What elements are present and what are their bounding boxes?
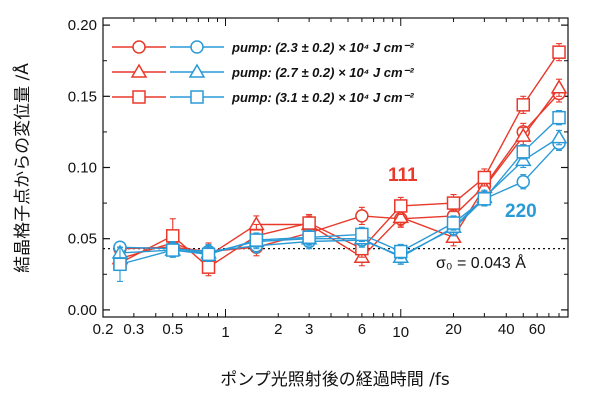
y-tick-label: 0.20	[68, 17, 97, 34]
data-point	[201, 260, 216, 274]
axis-ticks: 0.00 0.05 0.10 0.15 0.20 0.2 0.3 0.5 1 2 3 6 10 20 40 6…	[68, 17, 569, 341]
x-tick-label: 60	[529, 321, 546, 338]
annotation-111: 111	[388, 165, 418, 186]
data-point	[165, 243, 180, 257]
legend-marker-red	[132, 40, 146, 54]
legend-marker-red	[132, 90, 146, 104]
data-point	[355, 227, 369, 242]
x-tick-label: 0.3	[123, 321, 144, 338]
x-tick-label: 10	[392, 324, 409, 341]
data-point	[477, 170, 492, 185]
legend-marker-blue	[190, 90, 204, 104]
x-axis-label: ポンプ光照射後の経過時間 /fs	[220, 370, 450, 390]
annotation-220: 220	[505, 201, 537, 222]
series-line	[119, 137, 560, 258]
reference-line-label: σ₀ = 0.043 Å	[436, 253, 526, 272]
data-point	[201, 247, 216, 262]
data-point	[392, 208, 410, 224]
data-point	[302, 230, 316, 245]
data-point	[355, 209, 369, 223]
legend-marker-blue	[190, 40, 204, 54]
data-point	[446, 196, 461, 210]
series-111-circle	[113, 84, 566, 261]
x-tick-label: 6	[358, 321, 366, 338]
legend-entry: pump: (3.1 ± 0.2) × 10⁴ J cm⁻²	[112, 90, 414, 105]
series-group	[111, 43, 568, 282]
y-tick-label: 0.10	[68, 160, 97, 177]
series-220-square	[113, 109, 566, 282]
legend: pump: (2.3 ± 0.2) × 10⁴ J cm⁻² pump: (2.7…	[112, 40, 414, 105]
data-point	[394, 199, 408, 213]
data-point	[550, 79, 568, 94]
data-point	[516, 98, 531, 112]
data-point	[394, 244, 408, 259]
data-point	[552, 110, 566, 125]
legend-entry: pump: (2.7 ± 0.2) × 10⁴ J cm⁻²	[112, 63, 414, 80]
data-point	[552, 45, 566, 59]
data-point	[516, 174, 531, 189]
data-point	[446, 216, 461, 230]
data-point	[302, 216, 316, 230]
legend-entry: pump: (2.3 ± 0.2) × 10⁴ J cm⁻²	[112, 40, 414, 55]
legend-label: pump: (2.7 ± 0.2) × 10⁴ J cm⁻²	[231, 65, 414, 80]
data-point	[113, 257, 127, 272]
x-tick-label: 3	[305, 321, 313, 338]
y-axis-label: 結晶格子点からの変位量 /Å	[11, 63, 33, 273]
data-point	[514, 127, 532, 142]
x-tick-label: 40	[498, 321, 515, 338]
x-tick-label: 20	[445, 321, 462, 338]
y-tick-label: 0.00	[68, 302, 97, 319]
y-tick-label: 0.05	[68, 231, 97, 248]
series-line	[119, 93, 560, 253]
legend-label: pump: (3.1 ± 0.2) × 10⁴ J cm⁻²	[231, 90, 414, 105]
legend-marker-red	[130, 63, 148, 78]
data-point	[516, 145, 531, 159]
data-point	[477, 192, 492, 206]
legend-marker-blue	[188, 63, 206, 78]
data-point	[550, 129, 568, 144]
legend-label: pump: (2.3 ± 0.2) × 10⁴ J cm⁻²	[231, 40, 414, 55]
x-tick-label: 2	[274, 321, 282, 338]
data-point	[165, 229, 180, 243]
x-tick-label: 1	[221, 324, 229, 341]
series-line	[119, 117, 560, 265]
data-point	[249, 233, 264, 247]
x-tick-label: 0.2	[93, 321, 114, 338]
x-tick-label: 0.5	[162, 321, 183, 338]
y-tick-label: 0.15	[68, 88, 97, 105]
